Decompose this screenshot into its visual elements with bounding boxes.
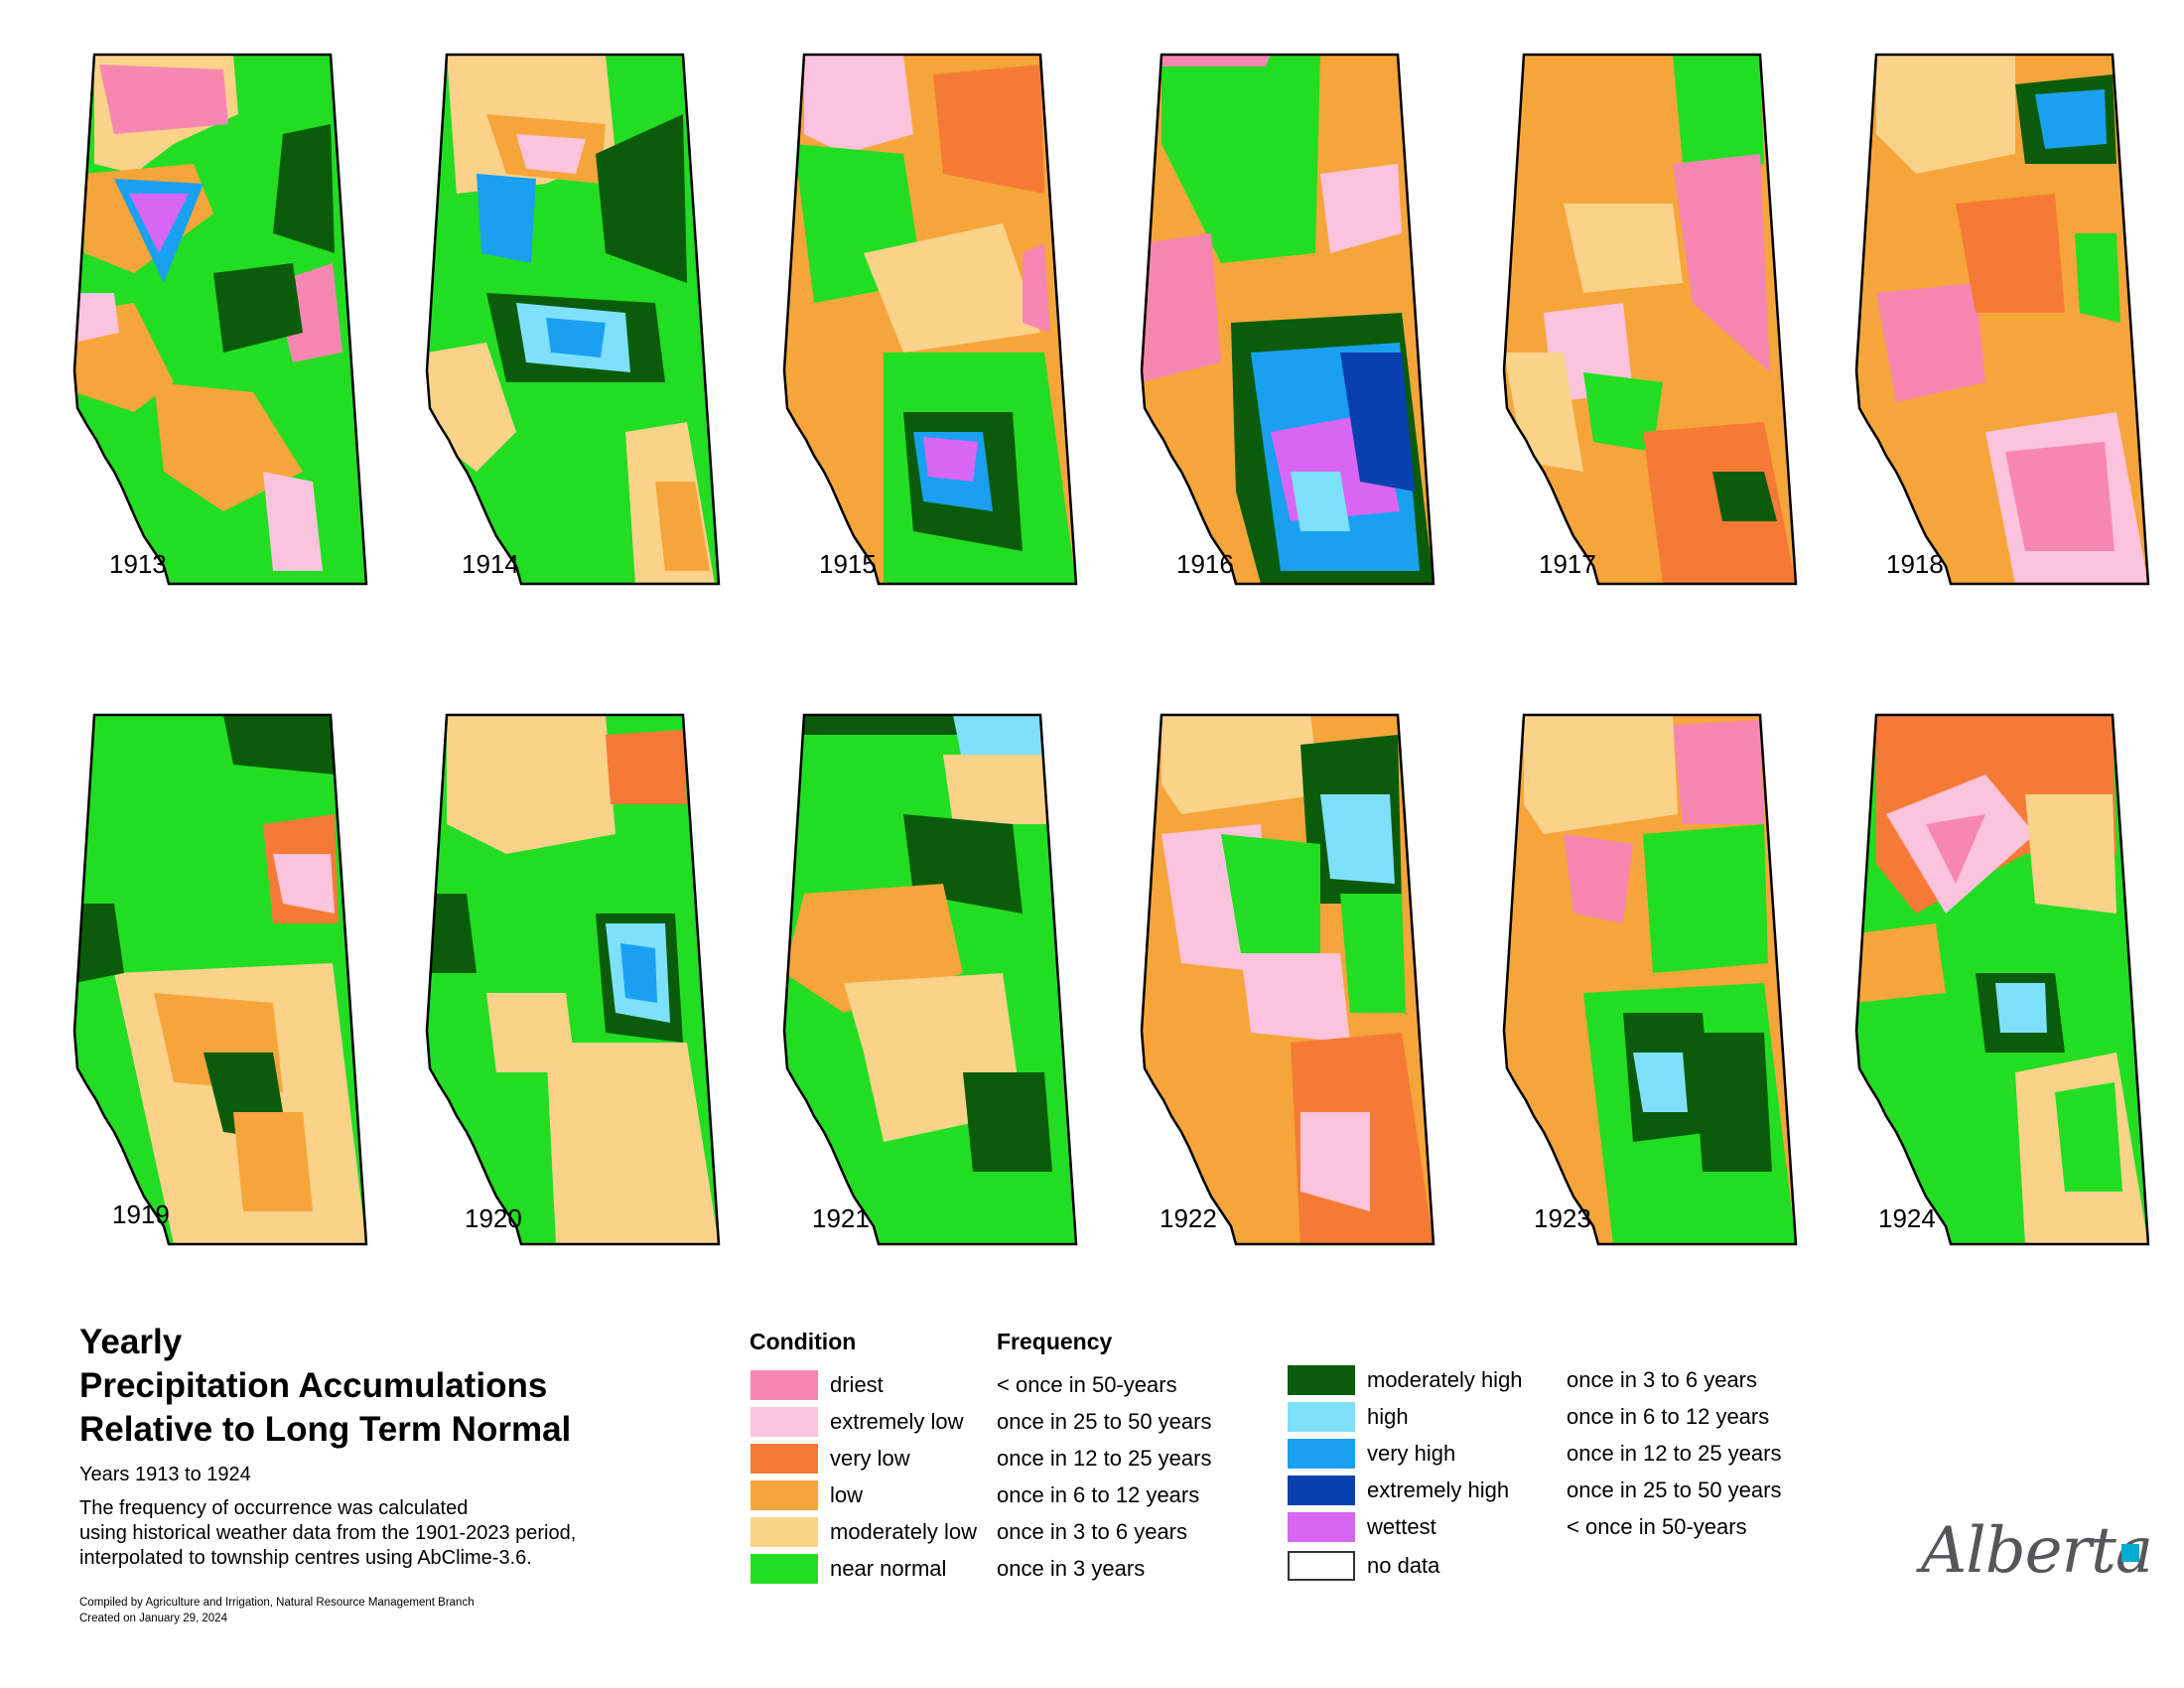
condition-label: extremely low <box>830 1409 964 1434</box>
description-line: interpolated to township centres using A… <box>79 1547 532 1569</box>
condition-label: moderately low <box>830 1519 977 1544</box>
alberta-map-1913 <box>72 53 368 586</box>
frequency-label: once in 3 years <box>997 1556 1146 1581</box>
map-1921: 1921 <box>782 713 1102 1271</box>
map-1924: 1924 <box>1854 713 2174 1271</box>
condition-label: moderately high <box>1367 1367 1523 1392</box>
year-label: 1921 <box>812 1203 870 1233</box>
years-range: Years 1913 to 1924 <box>79 1464 251 1485</box>
alberta-map-1918 <box>1854 53 2150 586</box>
map-1915: 1915 <box>782 53 1102 611</box>
legend-area: Yearly Precipitation Accumulations Relat… <box>0 1291 2184 1688</box>
swatch-driest <box>751 1370 818 1400</box>
frequency-label: once in 25 to 50 years <box>1567 1477 1782 1502</box>
year-label: 1919 <box>112 1199 170 1229</box>
frequency-label: < once in 50-years <box>1567 1514 1747 1539</box>
title-block: Yearly Precipitation Accumulations Relat… <box>79 1321 715 1571</box>
swatch-near-normal <box>751 1554 818 1584</box>
map-1914: 1914 <box>425 53 745 611</box>
year-label: 1913 <box>109 549 167 579</box>
map-1919: 1919 <box>72 713 392 1271</box>
year-label: 1916 <box>1176 549 1234 579</box>
swatch-wettest <box>1288 1512 1355 1542</box>
description-line: using historical weather data from the 1… <box>79 1522 577 1544</box>
frequency-label: once in 12 to 25 years <box>1567 1441 1782 1466</box>
year-label: 1917 <box>1539 549 1596 579</box>
map-1922: 1922 <box>1140 713 1459 1271</box>
map-1920: 1920 <box>425 713 745 1271</box>
condition-label: extremely high <box>1367 1477 1510 1502</box>
year-label: 1923 <box>1534 1203 1591 1233</box>
frequency-label: once in 3 to 6 years <box>997 1519 1188 1544</box>
condition-label: wettest <box>1367 1514 1436 1539</box>
year-label: 1920 <box>465 1203 522 1233</box>
alberta-map-1919 <box>72 713 368 1246</box>
condition-label: driest <box>830 1372 884 1397</box>
condition-label: no data <box>1367 1553 1440 1578</box>
credits: Compiled by Agriculture and Irrigation, … <box>79 1595 475 1626</box>
description-line: The frequency of occurrence was calculat… <box>79 1497 469 1519</box>
frequency-label: once in 6 to 12 years <box>1567 1404 1770 1429</box>
alberta-map-1924 <box>1854 713 2150 1246</box>
condition-label: high <box>1367 1404 1409 1429</box>
swatch-very-high <box>1288 1439 1355 1469</box>
swatch-moderately-low <box>751 1517 818 1547</box>
year-label: 1918 <box>1886 549 1944 579</box>
frequency-label: once in 12 to 25 years <box>997 1446 1212 1471</box>
logo-square-icon <box>2121 1544 2139 1562</box>
swatch-low <box>751 1480 818 1510</box>
swatch-extremely-high <box>1288 1476 1355 1505</box>
alberta-logo: Alberta <box>1921 1514 2153 1594</box>
created-date: Created on January 29, 2024 <box>79 1613 227 1624</box>
alberta-map-1916 <box>1140 53 1435 586</box>
alberta-map-1920 <box>425 713 721 1246</box>
condition-header: Condition <box>750 1329 857 1354</box>
swatch-moderately-high <box>1288 1365 1355 1395</box>
condition-label: very low <box>830 1446 910 1471</box>
map-title-line: Yearly <box>79 1323 183 1361</box>
map-1913: 1913 <box>72 53 392 611</box>
alberta-map-1923 <box>1502 713 1798 1246</box>
map-1918: 1918 <box>1854 53 2174 611</box>
condition-label: low <box>830 1482 864 1507</box>
frequency-label: once in 6 to 12 years <box>997 1482 1200 1507</box>
alberta-map-1914 <box>425 53 721 586</box>
swatch-high <box>1288 1402 1355 1432</box>
year-label: 1922 <box>1160 1203 1217 1233</box>
swatch-no-data <box>1288 1551 1355 1581</box>
map-1917: 1917 <box>1502 53 1822 611</box>
alberta-map-1922 <box>1140 713 1435 1246</box>
credit-line: Compiled by Agriculture and Irrigation, … <box>79 1597 475 1609</box>
condition-label: very high <box>1367 1441 1456 1466</box>
alberta-map-1915 <box>782 53 1078 586</box>
swatch-extremely-low <box>751 1407 818 1437</box>
frequency-label: once in 3 to 6 years <box>1567 1367 1758 1392</box>
swatch-very-low <box>751 1444 818 1474</box>
map-1923: 1923 <box>1502 713 1822 1271</box>
year-label: 1924 <box>1878 1203 1936 1233</box>
year-label: 1914 <box>462 549 519 579</box>
map-title-line: Precipitation Accumulations <box>79 1366 548 1405</box>
condition-label: near normal <box>830 1556 947 1581</box>
frequency-label: once in 25 to 50 years <box>997 1409 1212 1434</box>
map-1916: 1916 <box>1140 53 1459 611</box>
alberta-map-1921 <box>782 713 1078 1246</box>
map-title-line: Relative to Long Term Normal <box>79 1410 572 1449</box>
frequency-header: Frequency <box>997 1329 1113 1354</box>
year-label: 1915 <box>819 549 877 579</box>
description: The frequency of occurrence was calculat… <box>79 1496 715 1571</box>
frequency-label: < once in 50-years <box>997 1372 1177 1397</box>
alberta-map-1917 <box>1502 53 1798 586</box>
alberta-logo-text: Alberta <box>1921 1514 2153 1588</box>
